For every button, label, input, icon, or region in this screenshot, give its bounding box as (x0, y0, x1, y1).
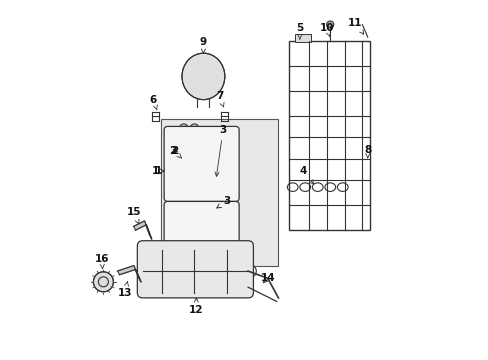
Text: 10: 10 (319, 23, 333, 36)
Text: 4: 4 (299, 166, 313, 184)
Bar (294, 33, 310, 42)
Text: 2: 2 (169, 147, 177, 157)
FancyBboxPatch shape (164, 202, 239, 255)
Text: 13: 13 (117, 282, 132, 297)
FancyBboxPatch shape (137, 241, 253, 298)
Ellipse shape (190, 124, 198, 132)
Text: 14: 14 (260, 273, 274, 283)
Text: 5: 5 (296, 23, 303, 39)
Text: 9: 9 (200, 37, 206, 53)
Ellipse shape (326, 21, 333, 28)
Text: 12: 12 (189, 298, 203, 315)
Bar (160, 119, 278, 266)
Text: 15: 15 (126, 207, 141, 224)
Polygon shape (134, 221, 151, 239)
Text: 3: 3 (216, 197, 230, 208)
Text: 6: 6 (149, 95, 157, 110)
Ellipse shape (182, 53, 224, 100)
Ellipse shape (179, 124, 188, 132)
Bar (288, 41, 369, 230)
Text: 11: 11 (347, 18, 363, 34)
Polygon shape (118, 266, 141, 282)
Text: 7: 7 (215, 91, 224, 107)
Ellipse shape (93, 272, 113, 292)
Text: 2: 2 (171, 147, 181, 158)
FancyBboxPatch shape (164, 126, 239, 202)
Text: 1: 1 (152, 166, 159, 176)
Text: 1: 1 (155, 166, 162, 176)
Text: 16: 16 (94, 253, 109, 269)
Text: 3: 3 (215, 125, 226, 176)
Text: 8: 8 (364, 145, 370, 158)
